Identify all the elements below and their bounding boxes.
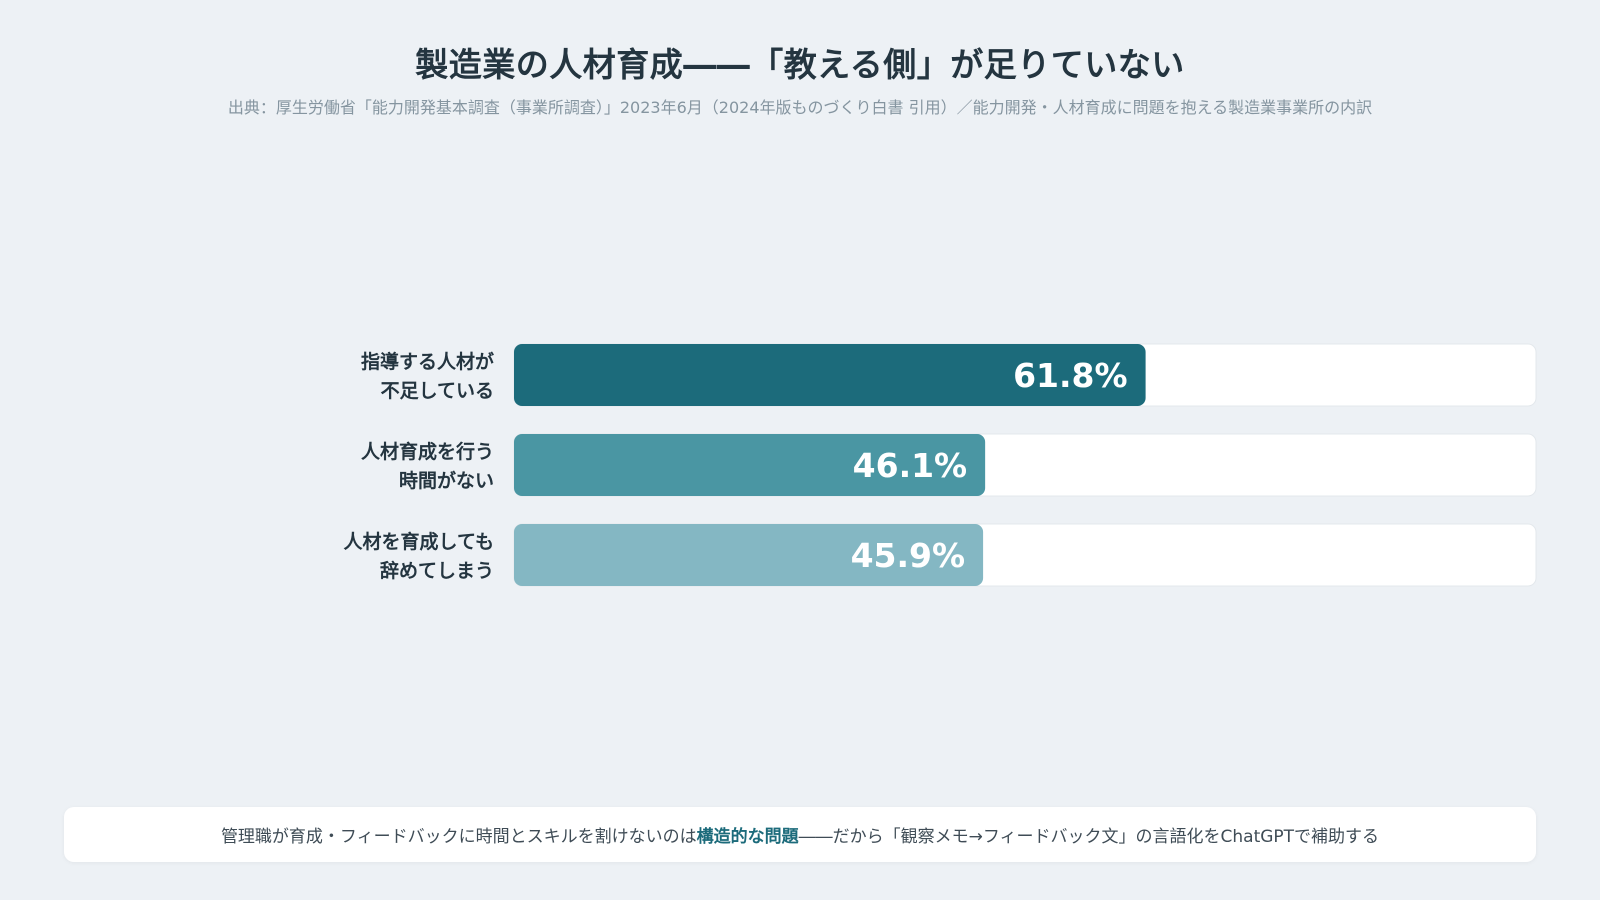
bar <box>514 524 984 586</box>
category-label-line: 人材育成を行う <box>361 440 494 463</box>
bar-value-label: 46.1% <box>853 446 968 485</box>
category-label-line: 指導する人材が <box>361 350 494 373</box>
category-label-line: 時間がない <box>399 469 494 492</box>
category-label-line: 辞めてしまう <box>380 559 494 582</box>
category-label: 指導する人材が不足している <box>361 350 494 402</box>
bar-value-label: 45.9% <box>851 536 966 575</box>
chart-title: 製造業の人材育成――「教える側」が足りていない <box>415 45 1185 84</box>
category-label: 人材を育成しても辞めてしまう <box>344 530 494 582</box>
footer-highlight: 構造的な問題 <box>696 827 799 847</box>
footer-text-before: 管理職が育成・フィードバックに時間とスキルを割けないのは <box>220 827 697 847</box>
category-label-line: 不足している <box>381 380 494 402</box>
footer-note: 管理職が育成・フィードバックに時間とスキルを割けないのは 構造的な問題 ――だか… <box>64 807 1536 862</box>
chart-subtitle: 出典：厚生労働省「能力開発基本調査（事業所調査）」2023年6月（2024年版も… <box>227 98 1373 117</box>
bar-value-label: 61.8% <box>1013 356 1128 395</box>
footer-text-after: ――だから「観察メモ→フィードバック文」の言語化をChatGPTで補助する <box>798 827 1380 847</box>
category-label-line: 人材を育成しても <box>344 530 494 553</box>
bar <box>514 434 986 496</box>
category-label: 人材育成を行う時間がない <box>361 440 494 492</box>
bar <box>514 344 1146 406</box>
